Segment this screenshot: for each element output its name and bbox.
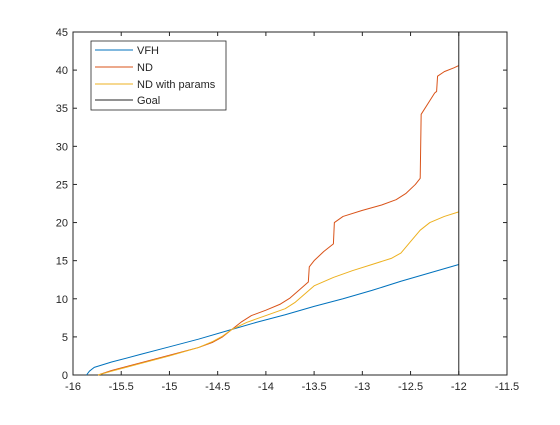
series-lines [86,32,460,376]
legend-label-nd-with-params: ND with params [137,79,216,91]
x-tick-label: -14.5 [205,381,230,393]
legend-label-nd: ND [137,62,153,74]
y-tick-label: 15 [56,256,68,268]
y-tick-label: 45 [56,27,68,39]
legend-label-goal: Goal [137,95,160,107]
x-tick-label: -16 [65,381,81,393]
y-tick-label: 20 [56,218,68,230]
x-tick-label: -12 [451,381,467,393]
legend-box [90,40,227,111]
y-tick-label: 0 [62,370,68,382]
x-tick-label: -14 [258,381,274,393]
y-axis: 0 5 10 15 20 25 30 35 40 45 [56,27,507,382]
legend: VFH ND ND with params Goal [90,40,227,111]
y-tick-label: 40 [56,65,68,77]
series-line-vfh [86,263,459,376]
x-tick-label: -13 [354,381,370,393]
legend-label-vfh: VFH [137,45,159,57]
y-tick-label: 5 [62,332,68,344]
y-tick-label: 10 [56,294,68,306]
x-tick-label: -13.5 [302,381,327,393]
y-tick-label: 30 [56,141,68,153]
series-line-nd-with-params [97,211,459,376]
x-tick-label: -12.5 [398,381,423,393]
x-tick-label: -15.5 [109,381,134,393]
y-tick-label: 35 [56,103,68,115]
y-tick-label: 25 [56,179,68,191]
x-tick-label: -15 [161,381,177,393]
series-line-nd [97,65,459,376]
x-axis: -16 -15.5 -15 -14.5 -14 -13.5 -13 -12.5 -12 -11.5 [65,32,519,393]
x-tick-label: -11.5 [495,381,519,393]
